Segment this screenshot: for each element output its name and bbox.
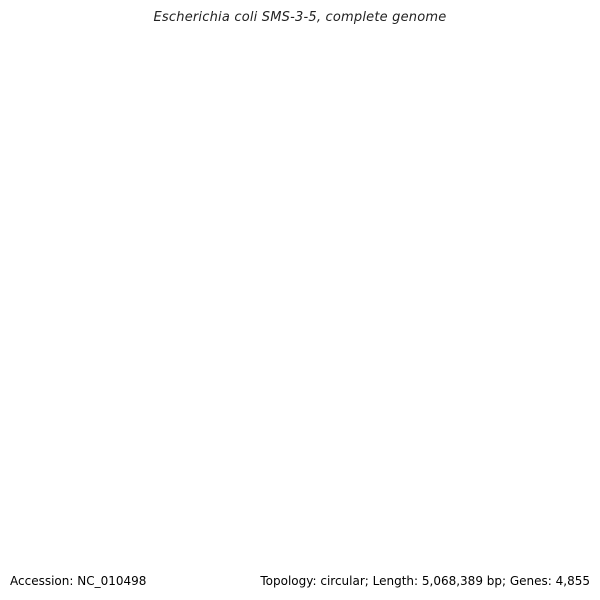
map-title: Escherichia coli SMS-3-5, complete genom… <box>153 10 447 25</box>
genome-summary-text: Topology: circular; Length: 5,068,389 bp… <box>260 574 590 588</box>
accession-text: Accession: NC_010498 <box>10 574 147 588</box>
